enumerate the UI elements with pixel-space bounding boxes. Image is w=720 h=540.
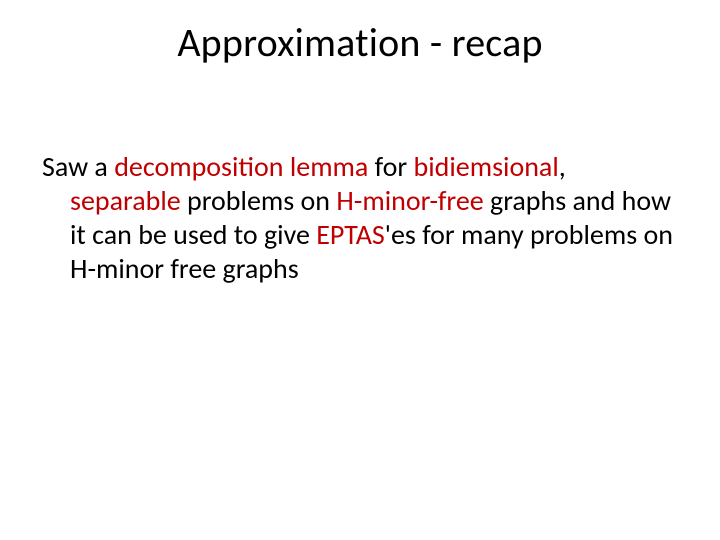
slide-body: Saw a decomposition lemma for bidiemsion… — [42, 150, 678, 287]
slide: Approximation - recap Saw a decompositio… — [0, 0, 720, 540]
slide-title: Approximation - recap — [0, 18, 720, 67]
text-run-eptas: EPTAS — [316, 217, 385, 252]
text-run: , — [559, 149, 566, 184]
text-run-bidimensional: bidiemsional — [414, 149, 559, 184]
text-run: Saw a — [42, 149, 114, 184]
text-run-h-minor-free: H-minor-free — [336, 183, 483, 218]
text-run-decomposition-lemma: decomposition lemma — [114, 149, 368, 184]
text-run-separable: separable — [70, 183, 181, 218]
body-paragraph: Saw a decomposition lemma for bidiemsion… — [42, 150, 678, 287]
text-run: for — [368, 149, 413, 184]
text-run: problems on — [181, 183, 337, 218]
